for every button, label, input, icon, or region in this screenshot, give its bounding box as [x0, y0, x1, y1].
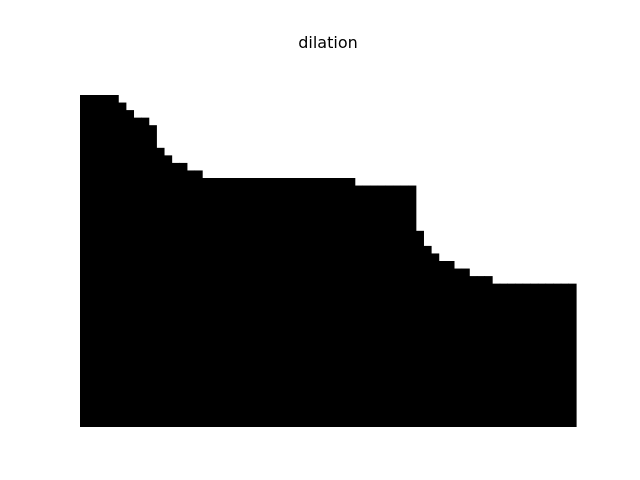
image-column-26: [278, 178, 287, 427]
image-column-9: [148, 125, 157, 427]
image-column-10: [156, 147, 165, 427]
image-column-24: [263, 178, 272, 427]
image-column-25: [270, 178, 279, 427]
image-column-58: [522, 283, 531, 427]
image-column-49: [453, 268, 463, 427]
image-column-15: [194, 170, 203, 427]
image-column-54: [492, 283, 501, 427]
chart-title: dilation: [298, 33, 358, 52]
image-column-56: [507, 283, 516, 427]
image-column-5: [118, 102, 127, 428]
image-column-42: [400, 185, 409, 427]
binary-image-area: [80, 95, 577, 428]
image-column-29: [301, 178, 310, 427]
image-column-63: [560, 283, 569, 427]
image-column-36: [354, 185, 363, 427]
image-column-21: [240, 178, 249, 427]
image-column-16: [202, 178, 211, 427]
image-column-46: [431, 253, 440, 427]
image-column-13: [179, 162, 188, 427]
image-column-50: [461, 268, 470, 427]
image-column-64: [568, 283, 577, 427]
image-column-53: [484, 276, 493, 427]
image-column-59: [530, 283, 539, 427]
image-column-19: [224, 178, 234, 427]
image-column-43: [408, 185, 417, 427]
image-column-35: [347, 178, 356, 427]
image-column-27: [286, 178, 295, 427]
image-column-12: [171, 162, 180, 427]
image-column-6: [125, 110, 135, 427]
image-column-3: [102, 95, 112, 427]
image-column-33: [331, 178, 341, 427]
image-column-45: [423, 245, 432, 427]
image-column-2: [95, 95, 104, 427]
image-column-17: [209, 178, 218, 427]
image-column-22: [247, 178, 257, 427]
image-column-38: [369, 185, 379, 427]
image-column-30: [308, 178, 318, 427]
image-column-60: [537, 283, 547, 427]
image-column-1: [87, 95, 96, 427]
image-column-39: [377, 185, 386, 427]
image-column-28: [293, 178, 302, 427]
image-column-14: [186, 170, 196, 427]
image-column-47: [438, 261, 447, 427]
image-column-20: [232, 178, 241, 427]
image-column-7: [133, 117, 142, 428]
image-column-8: [141, 117, 150, 428]
image-column-32: [324, 178, 333, 427]
image-column-57: [514, 283, 524, 427]
image-column-11: [163, 155, 173, 427]
image-column-4: [110, 95, 119, 427]
image-column-0: [80, 95, 89, 427]
image-column-61: [545, 283, 554, 427]
image-column-55: [499, 283, 508, 427]
image-column-23: [255, 178, 264, 427]
image-column-34: [339, 178, 348, 427]
image-column-62: [553, 283, 562, 427]
image-column-51: [469, 276, 478, 427]
image-column-41: [392, 185, 402, 427]
image-column-40: [385, 185, 394, 427]
image-column-52: [476, 276, 486, 427]
image-column-44: [415, 230, 424, 427]
image-column-48: [446, 261, 455, 427]
image-column-18: [217, 178, 226, 427]
image-column-31: [316, 178, 325, 427]
image-column-37: [362, 185, 371, 427]
